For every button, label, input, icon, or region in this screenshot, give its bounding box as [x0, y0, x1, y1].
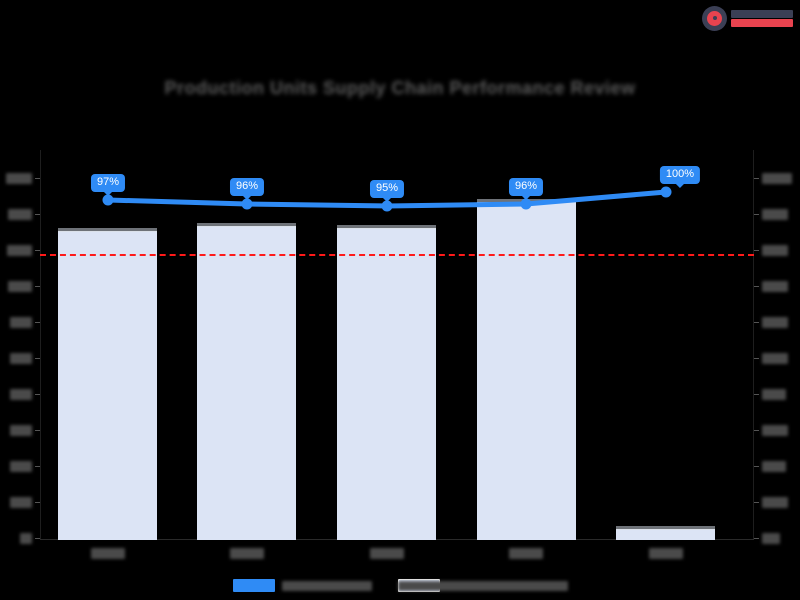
data-label-0: 97%: [90, 174, 126, 196]
y-tick-right: [754, 250, 759, 251]
y-axis-label-left: [6, 173, 32, 184]
brand-wordmark: INDUSTRY EXPLORER: [731, 9, 793, 27]
y-tick-right: [754, 322, 759, 323]
y-axis-label-right: [762, 533, 780, 544]
x-axis-label-2: 2022: [370, 548, 404, 559]
line-point-2: [381, 200, 393, 212]
brand-line-1: INDUSTRY: [731, 9, 793, 18]
brand-logo: INDUSTRY EXPLORER: [702, 4, 794, 32]
bar-category-3[interactable]: [477, 199, 576, 540]
y-axis-label-right: [762, 425, 788, 436]
y-axis-label-left: [10, 353, 32, 364]
chart-title: Production Units Supply Chain Performanc…: [164, 78, 636, 98]
y-axis-label-right: [762, 245, 788, 256]
data-label-1: 96%: [229, 178, 265, 200]
y-axis-label-left: [10, 497, 32, 508]
y-axis-label-right: [762, 317, 788, 328]
line-point-3: [520, 198, 532, 210]
bar-category-2[interactable]: [337, 225, 436, 540]
target-reference-line: [40, 254, 754, 256]
y-axis-label-left: [10, 461, 32, 472]
y-axis-label-left: [10, 317, 32, 328]
chart-legend: Fulfillment Rate Total Units Shipped: [0, 579, 800, 592]
y-axis-right: [753, 150, 754, 540]
y-tick-right: [754, 502, 759, 503]
y-axis-label-left: [8, 209, 32, 220]
y-tick-right: [754, 430, 759, 431]
y-axis-label-right: [762, 389, 786, 400]
y-tick-left: [35, 250, 40, 251]
logo-mark-icon: [702, 5, 727, 31]
y-tick-right: [754, 214, 759, 215]
bar-category-0[interactable]: [58, 228, 157, 540]
plot-area: 97% 96% 95% 96% 100% 2020 2021 2022 2023…: [6, 150, 792, 559]
y-axis-label-right: [762, 173, 792, 184]
y-tick-left: [35, 430, 40, 431]
bar-category-1[interactable]: [197, 223, 296, 540]
y-tick-left: [35, 538, 40, 539]
y-axis-label-right: [762, 209, 788, 220]
line-point-4: [660, 186, 672, 198]
y-tick-right: [754, 466, 759, 467]
line-point-1: [241, 198, 253, 210]
y-tick-left: [35, 358, 40, 359]
x-axis-label-0: 2020: [91, 548, 125, 559]
y-tick-left: [35, 286, 40, 287]
y-axis-label-right: [762, 353, 788, 364]
y-axis-label-right: [762, 497, 788, 508]
y-axis-label-left: [7, 245, 32, 256]
y-axis-label-left: [10, 389, 32, 400]
legend-item-line[interactable]: Fulfillment Rate: [232, 579, 372, 592]
x-axis-label-3: 2023: [509, 548, 543, 559]
y-tick-right: [754, 286, 759, 287]
bar-category-4[interactable]: [616, 526, 715, 540]
line-series: [102, 186, 672, 212]
line-point-0: [102, 194, 114, 206]
y-tick-left: [35, 394, 40, 395]
y-tick-left: [35, 502, 40, 503]
y-axis-left: [40, 150, 41, 540]
y-tick-right: [754, 394, 759, 395]
y-axis-label-left: [10, 425, 32, 436]
y-axis-label-left: [8, 281, 32, 292]
y-axis-label-right: [762, 281, 788, 292]
brand-line-2: EXPLORER: [731, 18, 793, 27]
legend-label-bar: Total Units Shipped: [397, 580, 568, 591]
data-label-4: 100%: [659, 166, 701, 188]
y-tick-left: [35, 322, 40, 323]
data-label-3: 96%: [508, 178, 544, 200]
legend-swatch-line-icon: [232, 579, 275, 592]
x-axis-label-1: 2021: [230, 548, 264, 559]
y-tick-right: [754, 538, 759, 539]
y-tick-left: [35, 214, 40, 215]
y-axis-label-right: [762, 461, 786, 472]
legend-item-bar[interactable]: Total Units Shipped: [397, 579, 568, 592]
y-axis-label-left: [20, 533, 32, 544]
y-tick-right: [754, 358, 759, 359]
y-tick-right: [754, 178, 759, 179]
data-label-2: 95%: [369, 180, 405, 202]
y-tick-left: [35, 466, 40, 467]
legend-label-line: Fulfillment Rate: [281, 580, 372, 591]
x-axis-label-4: 2024: [649, 548, 683, 559]
y-tick-left: [35, 178, 40, 179]
